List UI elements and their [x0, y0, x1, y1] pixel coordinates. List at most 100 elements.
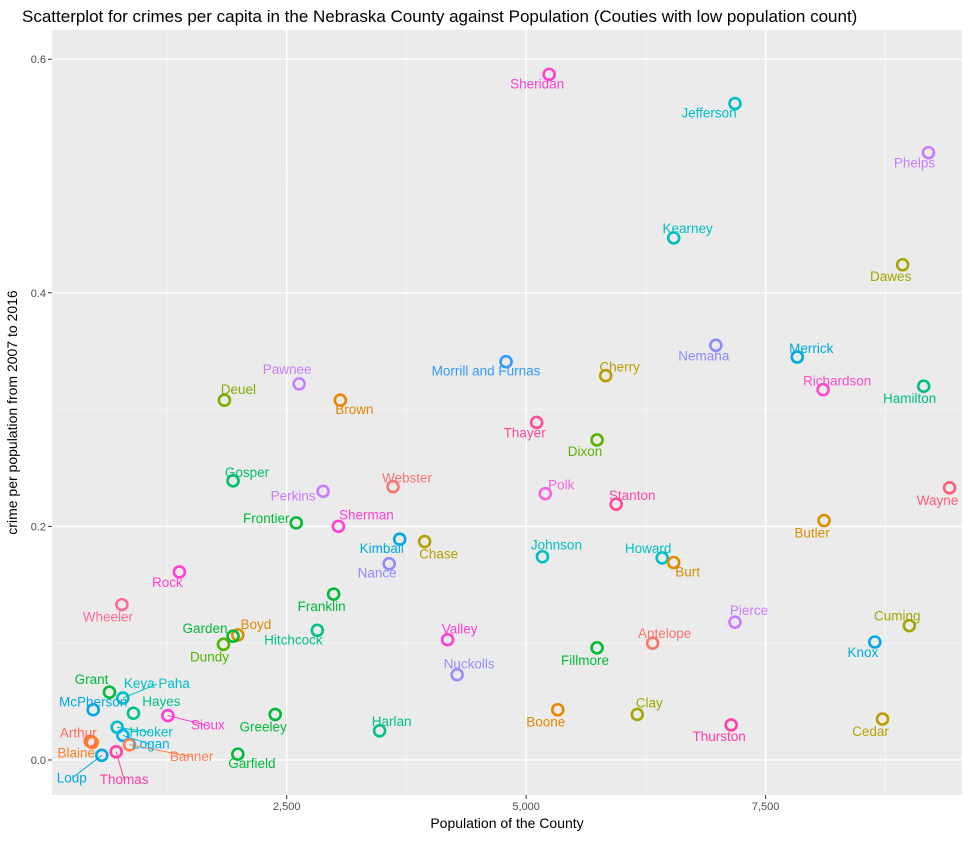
point-rock	[172, 565, 187, 579]
point-howard	[655, 551, 669, 565]
point-wayne	[942, 481, 957, 495]
label-sioux: Sioux	[191, 718, 225, 733]
label-blaine: Blaine	[57, 745, 95, 760]
point-loup	[95, 748, 109, 763]
y-tick-label: 0.6	[31, 54, 46, 66]
leader-logan	[122, 734, 152, 745]
point-blaine	[85, 735, 100, 750]
point-chase	[417, 534, 432, 549]
label-pawnee: Pawnee	[263, 362, 312, 377]
label-kimball: Kimball	[360, 541, 404, 556]
point-cherry	[598, 368, 613, 383]
point-thurston	[724, 718, 738, 732]
label-greeley: Greeley	[240, 719, 288, 734]
label-nance: Nance	[358, 566, 397, 581]
label-antelope: Antelope	[638, 626, 691, 641]
label-rock: Rock	[152, 575, 183, 590]
label-deuel: Deuel	[221, 382, 256, 397]
label-cedar: Cedar	[852, 724, 889, 739]
point-logan	[116, 728, 130, 743]
x-axis-title: Population of the County	[430, 815, 583, 831]
points-layer	[83, 67, 957, 763]
label-frontier: Frontier	[243, 511, 290, 526]
point-polk	[538, 486, 553, 501]
point-hayes	[126, 706, 141, 721]
label-phelps: Phelps	[894, 156, 936, 171]
point-sioux	[161, 708, 175, 723]
label-gosper: Gosper	[225, 465, 270, 480]
label-merrick: Merrick	[789, 341, 833, 356]
label-burt: Burt	[675, 565, 700, 580]
label-harlan: Harlan	[372, 714, 412, 729]
label-richardson: Richardson	[803, 374, 871, 389]
leader-thomas	[115, 751, 125, 780]
point-dixon	[590, 433, 604, 447]
point-antelope	[645, 636, 660, 650]
label-logan: Logan	[132, 736, 170, 751]
grid-major	[52, 30, 962, 795]
point-frontier	[289, 516, 304, 530]
chart-title: Scatterplot for crimes per capita in the…	[22, 7, 857, 26]
point-dundy	[216, 637, 231, 652]
label-thomas: Thomas	[100, 772, 149, 787]
point-perkins	[316, 484, 330, 499]
label-johnson: Johnson	[531, 538, 582, 553]
point-hamilton	[916, 379, 931, 394]
label-chase: Chase	[419, 547, 458, 562]
point-franklin	[326, 587, 341, 601]
label-sherman: Sherman	[339, 507, 394, 522]
point-sherman	[331, 519, 346, 534]
leader-loup	[71, 754, 103, 779]
y-axis-title: crime per population from 2007 to 2016	[4, 290, 20, 535]
label-howard: Howard	[625, 541, 672, 556]
label-hayes: Hayes	[142, 694, 181, 709]
label-webster: Webster	[382, 471, 433, 486]
point-thayer	[529, 415, 544, 430]
point-greeley	[268, 707, 282, 722]
leader-sioux	[167, 715, 209, 727]
x-tick-label: 2,500	[273, 801, 301, 813]
label-fillmore: Fillmore	[561, 653, 609, 668]
label-polk: Polk	[548, 478, 575, 493]
point-boone	[550, 702, 565, 717]
point-morrill-and-furnas	[499, 354, 513, 369]
point-stanton	[609, 497, 624, 511]
label-garfield: Garfield	[228, 756, 275, 771]
point-keya-paha	[116, 691, 130, 705]
label-boyd: Boyd	[240, 617, 271, 632]
point-gosper	[226, 474, 240, 488]
point-webster	[386, 479, 400, 494]
label-nemaha: Nemaha	[678, 348, 730, 363]
leader-lines	[71, 683, 209, 780]
point-merrick	[790, 350, 805, 364]
label-brown: Brown	[335, 402, 373, 417]
point-pierce	[728, 615, 742, 629]
point-richardson	[816, 382, 830, 397]
point-butler	[817, 513, 831, 528]
point-fillmore	[590, 641, 604, 655]
point-brown	[333, 393, 348, 408]
plot-panel	[52, 30, 962, 795]
label-thayer: Thayer	[504, 425, 547, 440]
label-banner: Banner	[170, 749, 214, 764]
point-nemaha	[709, 338, 723, 353]
point-mcpherson	[86, 702, 100, 717]
grid-minor	[52, 30, 962, 795]
y-tick-label: 0.2	[31, 521, 46, 533]
label-hitchcock: Hitchcock	[264, 632, 323, 647]
label-butler: Butler	[794, 526, 830, 541]
label-wayne: Wayne	[917, 493, 959, 508]
point-hitchcock	[310, 623, 325, 638]
label-keya-paha: Keya Paha	[124, 676, 191, 691]
point-nuckolls	[450, 667, 464, 682]
label-morrill-and-furnas: Morrill and Furnas	[432, 364, 541, 379]
x-axis-ticks: 2,500 5,000 7,500	[273, 795, 779, 813]
point-garden	[226, 629, 240, 643]
label-clay: Clay	[636, 695, 663, 710]
point-valley	[440, 632, 455, 647]
leader-hooker	[117, 726, 152, 733]
point-knox	[868, 635, 882, 649]
label-boone: Boone	[526, 715, 565, 730]
